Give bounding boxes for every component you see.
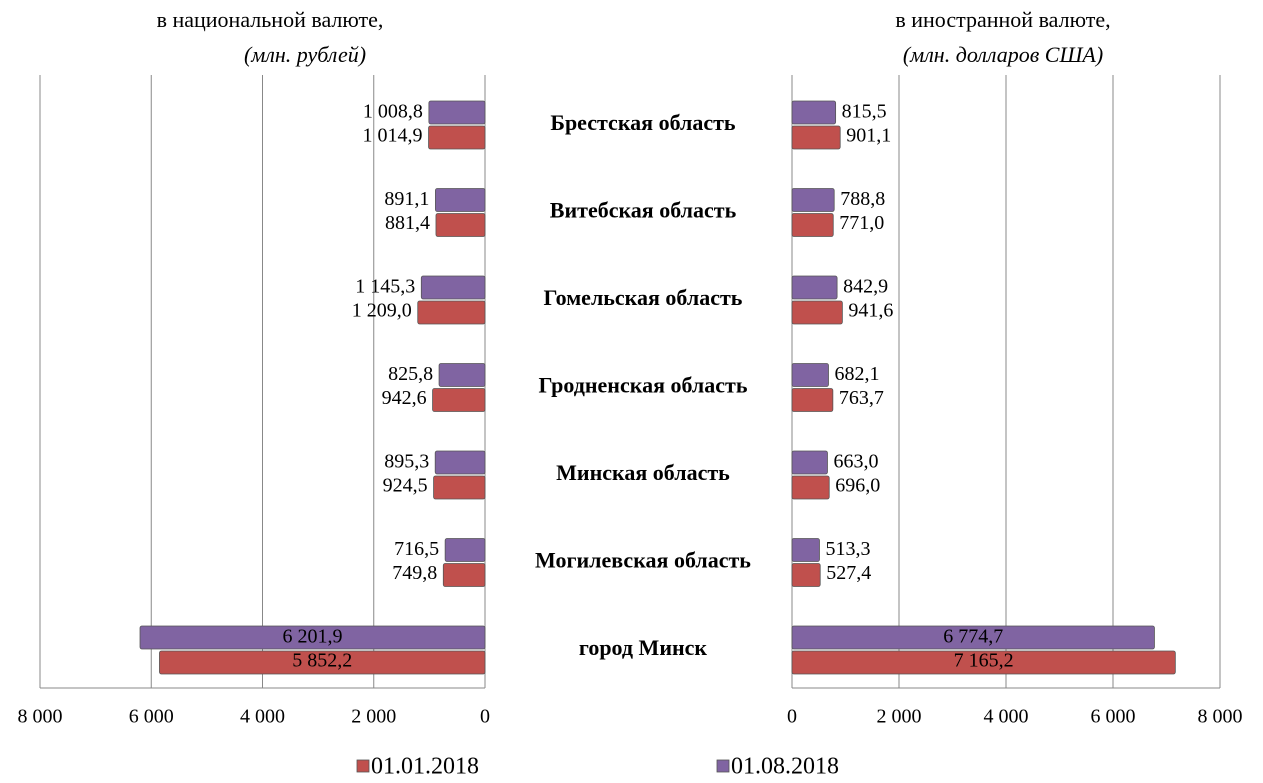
legend-label: 01.08.2018 <box>731 754 839 780</box>
value-label: 825,8 <box>388 363 433 385</box>
x-tick-label: 4 000 <box>984 706 1029 728</box>
value-label: 1 008,8 <box>363 101 423 123</box>
x-tick-label: 8 000 <box>1198 706 1243 728</box>
bar <box>428 125 486 150</box>
x-tick-label: 0 <box>787 706 797 728</box>
category-label: Минская область <box>556 460 730 485</box>
bar <box>791 388 834 412</box>
value-label: 771,0 <box>839 212 884 234</box>
bar <box>791 625 1155 650</box>
value-label: 749,8 <box>392 562 437 584</box>
bar <box>435 188 486 212</box>
x-tick-label: 0 <box>480 706 490 728</box>
bar <box>791 538 820 562</box>
value-label: 842,9 <box>843 276 888 298</box>
value-label: 924,5 <box>383 475 428 497</box>
x-tick-label: 4 000 <box>240 706 285 728</box>
legend-swatch <box>356 759 370 773</box>
value-label: 1 014,9 <box>363 125 423 147</box>
x-tick-label: 2 000 <box>351 706 396 728</box>
value-label: 716,5 <box>394 538 439 560</box>
legend-label: 01.01.2018 <box>371 754 479 780</box>
value-label: 5 852,2 <box>292 650 352 672</box>
bar <box>791 213 834 237</box>
value-label: 942,6 <box>382 387 427 409</box>
bar <box>139 625 486 650</box>
x-tick-label: 8 000 <box>18 706 63 728</box>
bar <box>791 363 829 387</box>
category-label: Брестская область <box>550 110 736 135</box>
bar <box>442 563 486 587</box>
category-label: Могилевская область <box>535 548 751 573</box>
bar <box>417 300 486 325</box>
value-label: 941,6 <box>848 300 893 322</box>
bar <box>420 275 486 300</box>
category-label: Гродненская область <box>539 373 748 398</box>
bar <box>791 125 841 150</box>
bar <box>428 100 486 125</box>
right-title: в иностранной валюте, <box>895 7 1110 32</box>
category-label: город Минск <box>579 635 708 660</box>
value-label: 901,1 <box>846 125 891 147</box>
value-label: 881,4 <box>385 212 430 234</box>
bar <box>791 300 843 325</box>
value-label: 6 201,9 <box>283 626 343 648</box>
bar <box>791 650 1176 675</box>
value-label: 513,3 <box>825 538 870 560</box>
left-title: в национальной валюте, <box>157 7 384 32</box>
left-subtitle: (млн. рублей) <box>244 42 366 67</box>
value-label: 1 209,0 <box>352 300 412 322</box>
value-label: 788,8 <box>840 188 885 210</box>
bar <box>791 563 821 587</box>
value-label: 7 165,2 <box>954 650 1014 672</box>
bar <box>791 188 835 212</box>
category-label: Гомельская область <box>544 285 743 310</box>
bar <box>159 650 486 675</box>
bar <box>791 450 828 475</box>
value-label: 895,3 <box>384 451 429 473</box>
value-label: 815,5 <box>842 101 887 123</box>
bar <box>438 363 486 387</box>
bar <box>433 475 486 500</box>
value-label: 663,0 <box>833 451 878 473</box>
x-tick-label: 2 000 <box>877 706 922 728</box>
bar <box>791 475 830 500</box>
bar <box>444 538 486 562</box>
bar <box>791 275 838 300</box>
right-subtitle: (млн. долларов США) <box>903 42 1103 67</box>
value-label: 763,7 <box>839 387 884 409</box>
category-label: Витебская область <box>550 198 737 223</box>
legend-swatch <box>716 759 730 773</box>
value-label: 527,4 <box>826 562 871 584</box>
value-label: 6 774,7 <box>943 626 1003 648</box>
bar <box>432 388 486 412</box>
x-tick-label: 6 000 <box>129 706 174 728</box>
value-label: 696,0 <box>835 475 880 497</box>
value-label: 682,1 <box>834 363 879 385</box>
bar <box>791 100 837 125</box>
x-tick-label: 6 000 <box>1091 706 1136 728</box>
bar <box>434 450 486 475</box>
value-label: 1 145,3 <box>355 276 415 298</box>
value-label: 891,1 <box>384 188 429 210</box>
bar <box>435 213 486 237</box>
